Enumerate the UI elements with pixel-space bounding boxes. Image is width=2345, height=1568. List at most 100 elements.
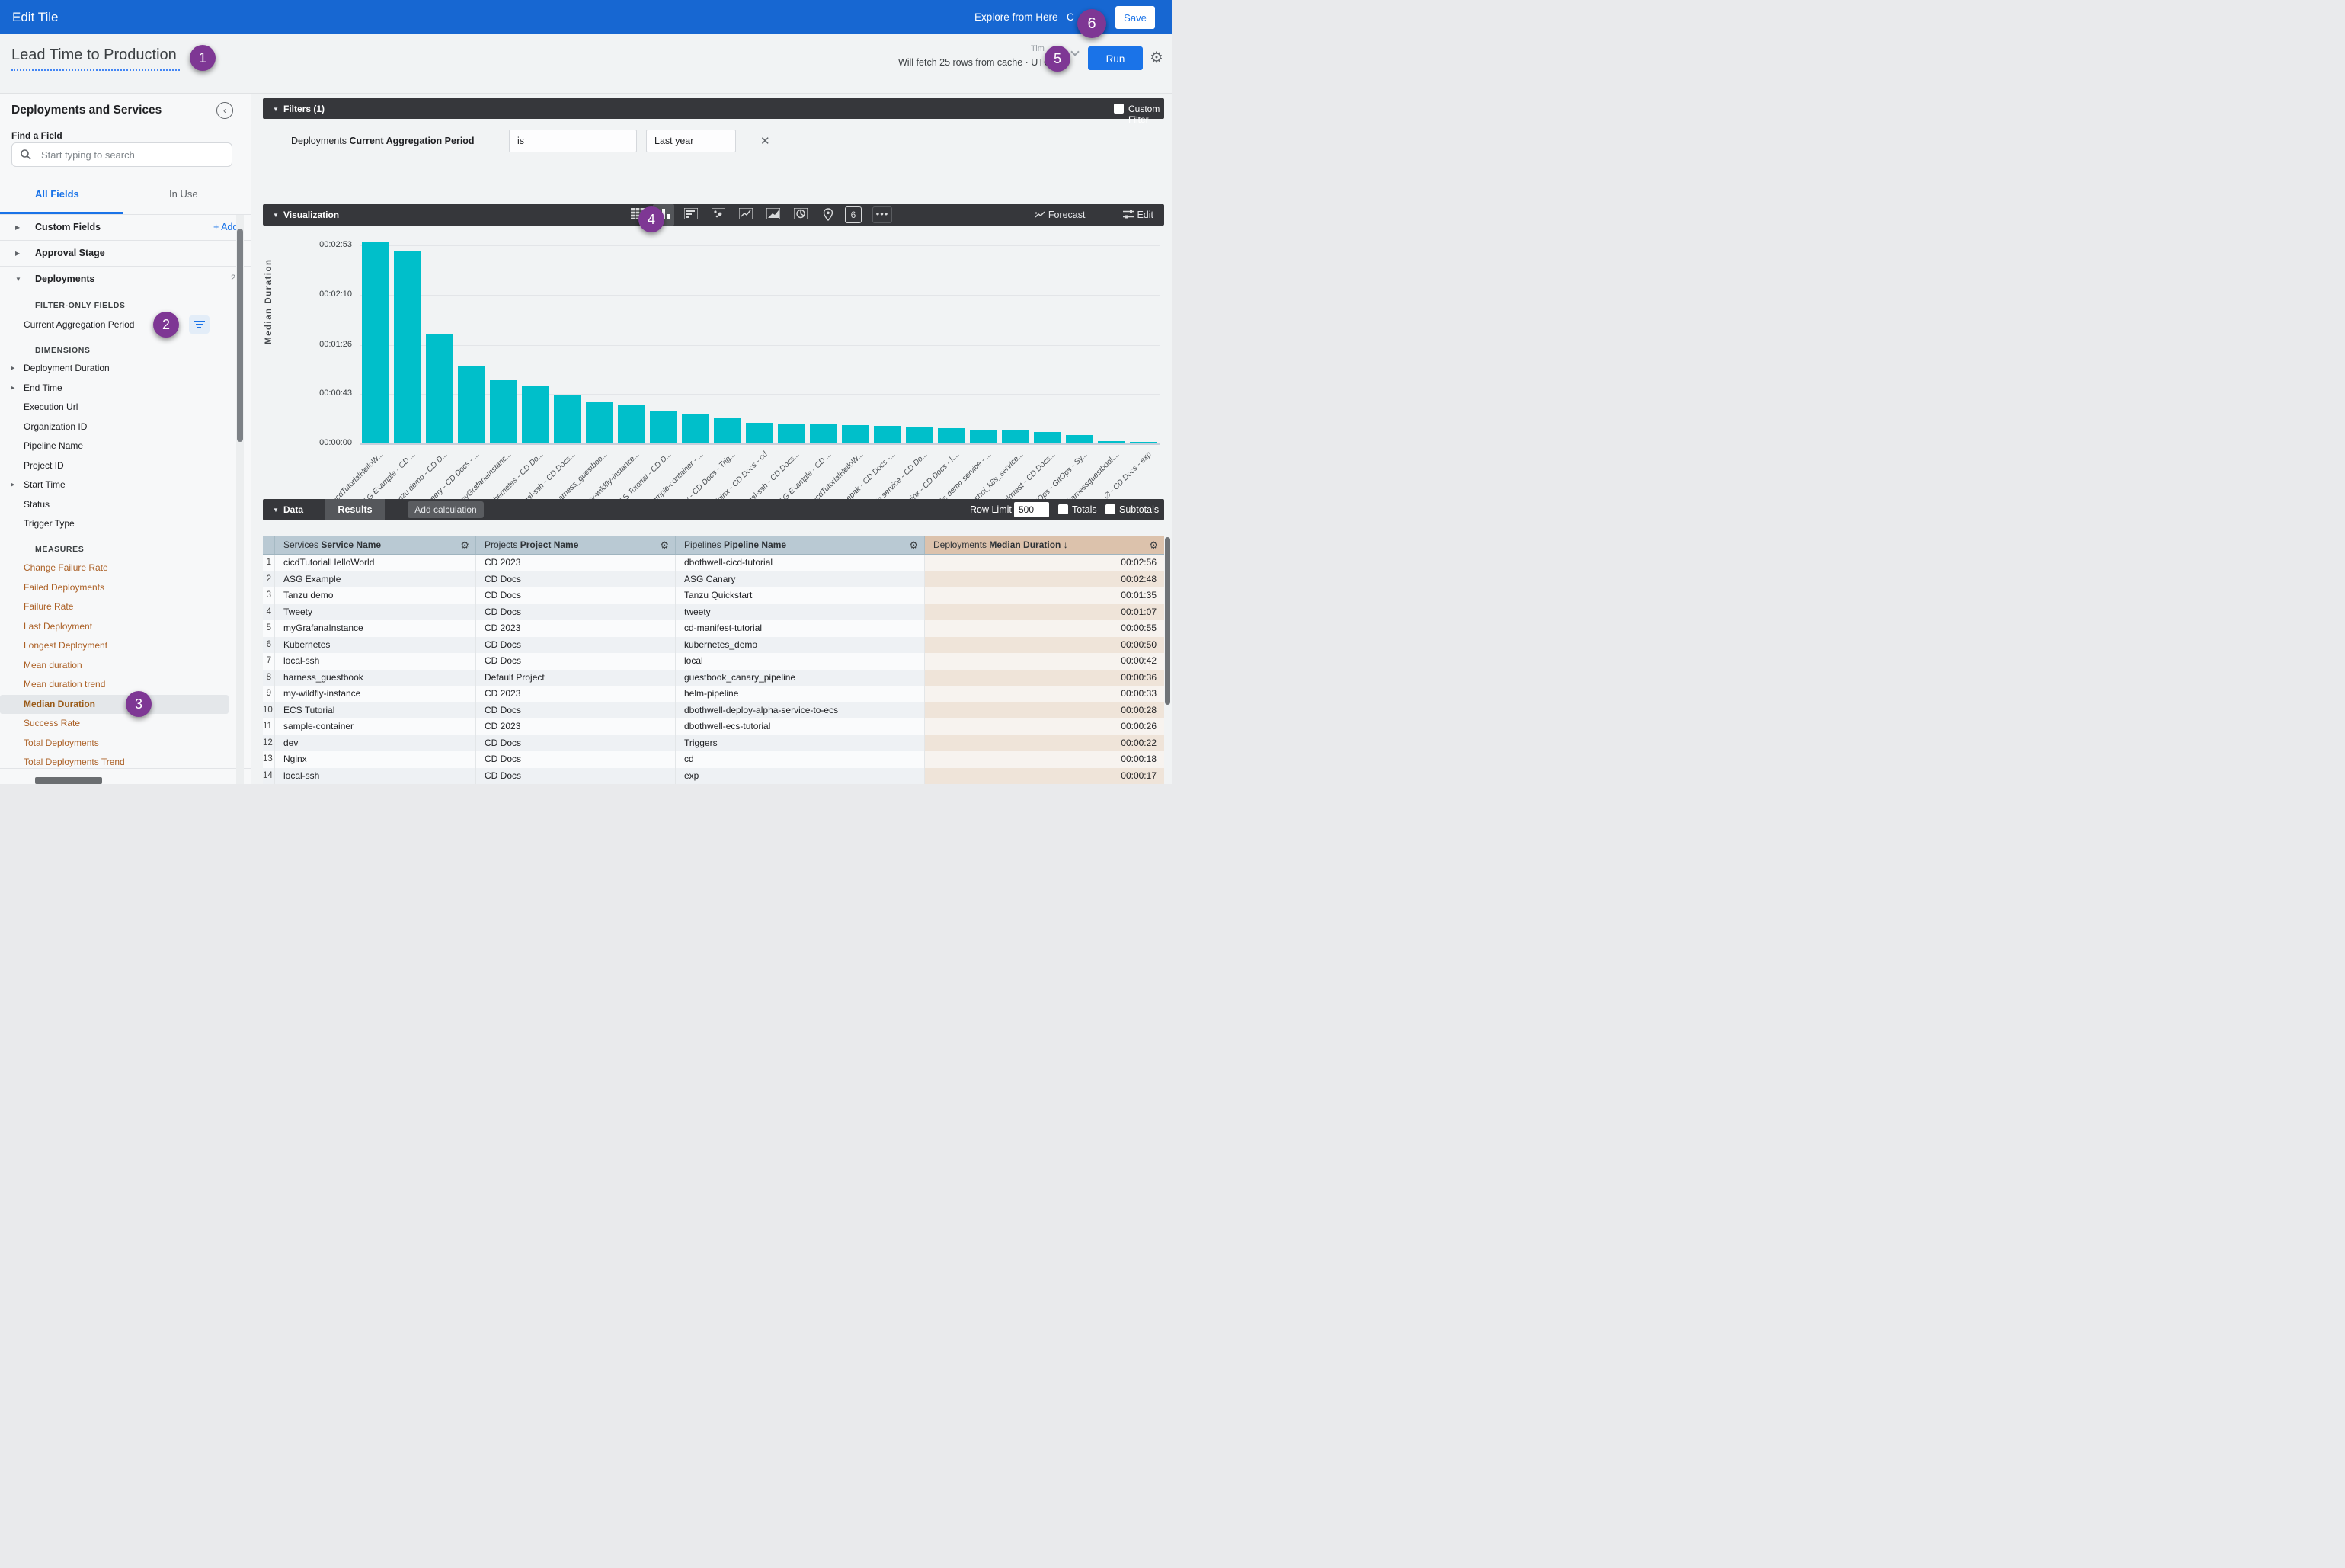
table-row[interactable]: 5 myGrafanaInstance CD 2023 cd-manifest-tut… bbox=[263, 620, 1164, 637]
sidebar-scrollbar-thumb[interactable] bbox=[237, 229, 243, 442]
chevron-right-icon[interactable]: ▶ bbox=[11, 385, 15, 391]
table-row[interactable]: 8 harness_guestbook Default Project guestbo… bbox=[263, 669, 1164, 686]
visualization-section-header[interactable]: ▼ Visualization bbox=[263, 204, 1164, 226]
add-calculation-button[interactable]: Add calculation bbox=[408, 501, 484, 518]
column-header-pipeline-name[interactable]: Pipelines Pipeline Name ⚙ bbox=[676, 536, 925, 554]
chart-bar[interactable] bbox=[1033, 431, 1062, 443]
field-current-aggregation-period[interactable]: Current Aggregation Period bbox=[24, 319, 135, 330]
chart-bar[interactable] bbox=[457, 366, 486, 443]
chart-bar[interactable] bbox=[489, 380, 518, 443]
more-viz-types-icon[interactable]: ••• bbox=[872, 206, 892, 223]
column-gear-icon[interactable]: ⚙ bbox=[660, 539, 669, 551]
sidebar-scrollbar[interactable] bbox=[236, 215, 244, 784]
tile-title-input[interactable]: Lead Time to Production bbox=[11, 46, 180, 71]
measure-field-change-failure-rate[interactable]: Change Failure Rate bbox=[0, 558, 229, 578]
forecast-button[interactable]: Forecast bbox=[1035, 210, 1088, 220]
sidebar-group-approval-stage[interactable]: ▶ Approval Stage bbox=[15, 248, 105, 258]
chart-bar[interactable] bbox=[809, 424, 838, 443]
collapse-triangle-icon[interactable]: ▼ bbox=[273, 507, 279, 514]
chart-bar[interactable] bbox=[1001, 430, 1030, 443]
chart-bar[interactable] bbox=[393, 251, 422, 443]
chevron-right-icon[interactable]: ▶ bbox=[11, 366, 15, 371]
measure-field-longest-deployment[interactable]: Longest Deployment bbox=[0, 636, 229, 656]
chart-bar[interactable] bbox=[1065, 435, 1094, 443]
row-limit-input[interactable] bbox=[1014, 502, 1049, 517]
collapse-triangle-icon[interactable]: ▼ bbox=[273, 212, 279, 219]
table-row[interactable]: 1 cicdTutorialHelloWorld CD 2023 dbothwell-… bbox=[263, 555, 1164, 571]
chart-bar[interactable] bbox=[681, 413, 710, 443]
totals-checkbox[interactable] bbox=[1058, 504, 1068, 514]
table-row[interactable]: 7 local-ssh CD Docs local 00:00:42 bbox=[263, 653, 1164, 670]
measure-field-total-deployments-trend[interactable]: Total Deployments Trend bbox=[0, 753, 229, 773]
chart-bar[interactable] bbox=[585, 402, 614, 443]
chart-bar[interactable] bbox=[841, 424, 870, 443]
sidebar-group-deployments[interactable]: ▼ Deployments 2 bbox=[15, 274, 236, 284]
column-header-project-name[interactable]: Projects Project Name ⚙ bbox=[476, 536, 676, 554]
chart-bar[interactable] bbox=[1129, 442, 1158, 443]
column-header-service-name[interactable]: Services Service Name ⚙ bbox=[275, 536, 476, 554]
single-value-viz-icon[interactable]: 6 bbox=[845, 206, 862, 223]
chart-bar[interactable] bbox=[873, 426, 902, 443]
results-tab[interactable]: Results bbox=[325, 499, 385, 520]
chart-bar[interactable] bbox=[713, 418, 742, 443]
horizontal-bar-viz-icon[interactable] bbox=[680, 206, 702, 223]
measure-field-last-deployment[interactable]: Last Deployment bbox=[0, 617, 229, 637]
dimension-field-end-time[interactable]: ▶ End Time bbox=[0, 379, 229, 398]
measure-field-median-duration[interactable]: Median Duration bbox=[0, 694, 229, 714]
chevron-down-icon[interactable] bbox=[1070, 47, 1080, 56]
filter-operator-select[interactable]: is bbox=[509, 130, 637, 152]
table-row[interactable]: 9 my-wildfly-instance CD 2023 helm-pipeline… bbox=[263, 686, 1164, 702]
table-row[interactable]: 6 Kubernetes CD Docs kubernetes_demo 00:00:5… bbox=[263, 636, 1164, 653]
table-scrollbar-thumb[interactable] bbox=[1165, 537, 1170, 705]
column-gear-icon[interactable]: ⚙ bbox=[460, 539, 469, 551]
chart-bar[interactable] bbox=[649, 411, 678, 443]
chart-bar[interactable] bbox=[745, 422, 774, 443]
explore-from-here-link[interactable]: Explore from Here bbox=[974, 11, 1058, 23]
measure-field-failed-deployments[interactable]: Failed Deployments bbox=[0, 578, 229, 598]
line-chart-viz-icon[interactable] bbox=[735, 206, 757, 223]
dimension-field-start-time[interactable]: ▶ Start Time bbox=[0, 475, 229, 495]
filters-section-header[interactable]: ▼ Filters (1) Custom Filter bbox=[263, 98, 1164, 125]
dimension-field-execution-url[interactable]: Execution Url bbox=[0, 398, 229, 418]
chart-bar[interactable] bbox=[425, 334, 454, 443]
table-row[interactable]: 11 sample-container CD 2023 dbothwell-ecs-t… bbox=[263, 718, 1164, 735]
remove-filter-icon[interactable]: ✕ bbox=[760, 135, 770, 148]
chart-bar[interactable] bbox=[361, 242, 390, 443]
chart-bar[interactable] bbox=[521, 386, 550, 443]
save-button[interactable]: Save bbox=[1115, 6, 1155, 29]
data-section-header[interactable]: ▼ Data Results Add calculation Row Limit… bbox=[263, 499, 1164, 520]
tab-in-use[interactable]: In Use bbox=[169, 188, 198, 200]
measure-field-total-deployments[interactable]: Total Deployments bbox=[0, 734, 229, 754]
column-gear-icon[interactable]: ⚙ bbox=[909, 539, 918, 551]
add-custom-field-link[interactable]: + Add bbox=[213, 222, 238, 232]
column-header-median-duration-sorted[interactable]: Deployments Median Duration ↓ ⚙ bbox=[925, 536, 1164, 554]
table-row[interactable]: 10 ECS Tutorial CD Docs dbothwell-deploy-al… bbox=[263, 702, 1164, 718]
map-pin-viz-icon[interactable] bbox=[817, 206, 839, 223]
column-gear-icon[interactable]: ⚙ bbox=[1149, 539, 1158, 551]
dimension-field-status[interactable]: Status bbox=[0, 495, 229, 515]
edit-viz-button[interactable]: Edit bbox=[1122, 210, 1153, 220]
chart-bar[interactable] bbox=[905, 427, 934, 443]
chart-bar[interactable] bbox=[969, 429, 998, 443]
subtotals-checkbox[interactable] bbox=[1105, 504, 1115, 514]
chart-bar[interactable] bbox=[937, 428, 966, 443]
area-chart-viz-icon[interactable] bbox=[763, 206, 784, 223]
run-button[interactable]: Run bbox=[1088, 46, 1143, 70]
measure-field-failure-rate[interactable]: Failure Rate bbox=[0, 597, 229, 617]
dimension-field-deployment-duration[interactable]: ▶ Deployment Duration bbox=[0, 359, 229, 379]
query-settings-gear-icon[interactable]: ⚙ bbox=[1150, 50, 1163, 66]
table-row[interactable]: 4 Tweety CD Docs tweety 00:01:07 bbox=[263, 603, 1164, 620]
table-row[interactable]: 12 dev CD Docs Triggers 00:00:22 bbox=[263, 734, 1164, 751]
measure-field-mean-duration[interactable]: Mean duration bbox=[0, 656, 229, 676]
filter-field-icon[interactable] bbox=[189, 315, 210, 334]
filter-value-select[interactable]: Last year bbox=[646, 130, 736, 152]
sidebar-group-custom-fields[interactable]: ▶ Custom Fields + Add bbox=[15, 222, 238, 232]
custom-filter-checkbox[interactable] bbox=[1114, 104, 1124, 114]
field-search-box[interactable] bbox=[11, 142, 232, 167]
table-row[interactable]: 13 Nginx CD Docs cd 00:00:18 bbox=[263, 751, 1164, 768]
chart-bar[interactable] bbox=[1097, 440, 1126, 443]
cancel-link[interactable]: C bbox=[1067, 11, 1074, 23]
chart-bar[interactable] bbox=[777, 424, 806, 443]
scatter-viz-icon[interactable] bbox=[708, 206, 729, 223]
timezone-label-fragment[interactable]: Tim bbox=[1031, 44, 1045, 53]
